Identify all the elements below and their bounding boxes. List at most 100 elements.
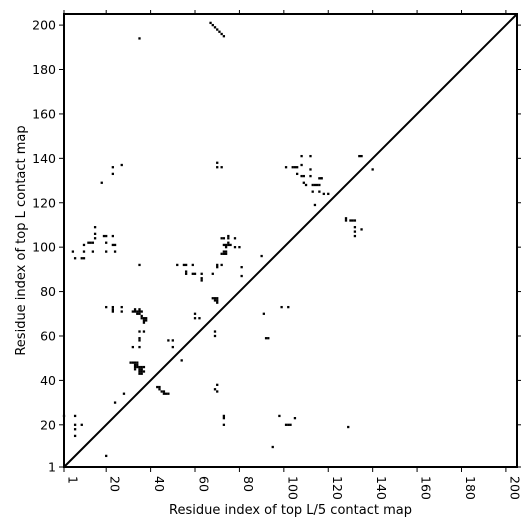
contact-point — [216, 299, 219, 302]
x-tick-label: 100 — [285, 476, 300, 500]
contact-point — [133, 365, 137, 369]
contact-point — [142, 317, 146, 320]
contact-point — [216, 166, 219, 169]
contact-point — [293, 166, 297, 169]
contact-point — [138, 345, 141, 349]
contact-point — [240, 274, 243, 278]
contact-point — [229, 243, 232, 247]
contact-point — [140, 365, 143, 369]
contact-point — [111, 172, 114, 176]
contact-point — [216, 28, 219, 31]
contact-point — [131, 345, 134, 349]
contact-point — [238, 246, 241, 249]
contact-point — [311, 190, 314, 193]
contact-point — [142, 365, 146, 369]
contact-point — [224, 252, 228, 255]
contact-point — [73, 257, 77, 260]
contact-point — [296, 172, 299, 176]
contact-point — [136, 361, 139, 364]
contact-point — [318, 183, 321, 187]
contact-point — [176, 263, 179, 267]
contact-point — [113, 243, 117, 247]
contact-point — [227, 241, 230, 244]
contact-point — [302, 181, 305, 184]
contact-point — [318, 177, 321, 180]
contact-point — [111, 308, 114, 311]
contact-point — [300, 163, 303, 167]
contact-point — [184, 272, 188, 275]
contact-point — [316, 183, 319, 187]
contact-point — [138, 263, 141, 267]
y-tick-label: 40 — [40, 373, 56, 388]
contact-point — [100, 181, 103, 184]
contact-point — [80, 423, 83, 426]
contact-point — [105, 305, 108, 309]
contact-point — [309, 174, 312, 178]
x-tick-label: 120 — [330, 476, 345, 500]
contact-point — [353, 226, 357, 229]
contact-point — [222, 417, 226, 420]
contact-point — [111, 310, 114, 313]
contact-point — [289, 423, 292, 426]
contact-point — [213, 299, 217, 302]
contact-point — [211, 297, 214, 300]
contact-point — [167, 339, 170, 342]
contact-point — [133, 308, 137, 311]
contact-point — [213, 26, 217, 29]
contact-point — [220, 166, 223, 169]
contact-point — [353, 219, 357, 222]
contact-point — [145, 317, 148, 320]
contact-point — [131, 361, 134, 364]
contact-point — [200, 272, 203, 275]
contact-point — [302, 174, 305, 178]
contact-point — [113, 401, 117, 404]
contact-point — [260, 254, 263, 258]
contact-point — [347, 425, 350, 429]
contact-point — [140, 370, 143, 373]
contact-point — [211, 23, 214, 27]
x-tick-label: 60 — [197, 476, 212, 492]
contact-point — [280, 305, 283, 309]
contact-point — [82, 243, 86, 247]
contact-point — [73, 434, 77, 438]
contact-point — [216, 161, 219, 164]
contact-point — [224, 246, 228, 249]
contact-point — [233, 246, 237, 249]
contact-point — [158, 385, 161, 389]
contact-point — [184, 270, 188, 273]
contact-point — [349, 219, 352, 222]
contact-point — [140, 314, 143, 318]
contact-point — [213, 388, 217, 391]
contact-point — [93, 232, 97, 235]
contact-point — [216, 297, 219, 300]
contact-point — [216, 390, 219, 393]
contact-point — [133, 361, 137, 364]
contact-point — [227, 237, 230, 240]
contact-point — [287, 305, 290, 309]
contact-point — [213, 334, 217, 338]
contact-point — [129, 361, 132, 364]
contact-point — [105, 250, 108, 253]
contact-point — [220, 32, 223, 36]
contact-point — [140, 372, 143, 375]
contact-point — [93, 237, 97, 240]
contact-point — [138, 370, 141, 373]
contact-point — [193, 317, 197, 320]
y-tick-label: 140 — [32, 151, 56, 166]
contact-point — [73, 428, 77, 431]
contact-point — [105, 454, 108, 458]
contact-point — [222, 414, 226, 418]
contact-point — [358, 154, 361, 158]
contact-point — [73, 414, 77, 418]
x-tick-label: 180 — [463, 476, 478, 500]
contact-point — [142, 330, 146, 333]
contact-point — [351, 219, 354, 222]
contact-point — [138, 365, 141, 369]
contact-point — [264, 337, 268, 340]
contact-point — [120, 310, 123, 313]
contact-point — [213, 297, 217, 300]
contact-point — [222, 35, 226, 38]
contact-point — [213, 330, 217, 333]
contact-point — [209, 21, 212, 25]
contact-point — [138, 310, 141, 313]
